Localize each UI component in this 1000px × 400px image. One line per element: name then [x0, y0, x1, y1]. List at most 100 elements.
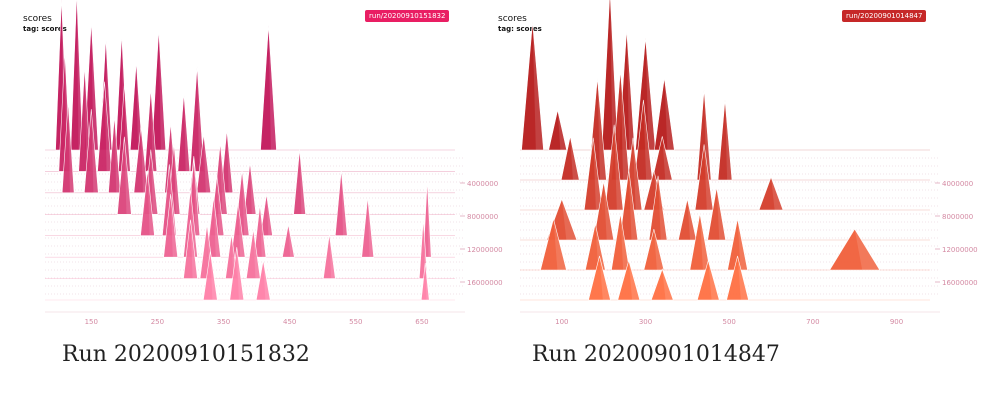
histogram-slice[interactable] [520, 169, 930, 241]
peak-highlight [737, 218, 748, 270]
peak-highlight [610, 0, 618, 150]
histogram-chart-right[interactable]: 4000000 8000000 12000000 16000000 100 300 500 7… [490, 0, 978, 326]
histogram-peak [604, 124, 624, 211]
histogram-peak [634, 99, 653, 181]
peak-highlight [593, 137, 603, 210]
x-tick-label: 650 [415, 318, 428, 326]
peak-highlight [570, 136, 580, 180]
histogram-peak [196, 134, 212, 194]
histogram-peak [117, 136, 132, 215]
peak-highlight [253, 229, 261, 279]
y-tick-label: 16000000 [467, 279, 503, 287]
y-tick-label: 12000000 [467, 246, 503, 254]
peak-highlight [620, 70, 630, 180]
peak-highlight [216, 176, 224, 236]
histogram-peak [583, 137, 603, 211]
histogram-slice[interactable] [520, 255, 930, 301]
peak-highlight [114, 116, 121, 193]
peak-highlight [140, 125, 148, 193]
y-tick-label: 8000000 [467, 213, 498, 221]
histogram-peak [422, 181, 432, 258]
peak-highlight [250, 162, 256, 215]
histogram-peak [593, 181, 615, 241]
x-axis: 100 300 500 700 900 [520, 311, 940, 326]
x-tick-label: 450 [283, 318, 296, 326]
peak-highlight [236, 247, 244, 300]
x-tick-label: 150 [85, 318, 98, 326]
chart-title: scores [498, 14, 527, 24]
peak-highlight [628, 169, 638, 240]
histogram-slice[interactable] [45, 51, 455, 172]
x-tick-label: 350 [217, 318, 230, 326]
peak-highlight [150, 89, 157, 172]
histogram-peak [177, 93, 191, 172]
histogram-peak [758, 176, 784, 211]
peak-highlight [725, 99, 732, 180]
peak-highlight [653, 229, 664, 270]
x-tick-label: 500 [722, 318, 735, 326]
peak-highlight [737, 256, 749, 300]
histogram-peak [696, 259, 720, 301]
histogram-peak [260, 194, 273, 237]
histogram-peak [243, 162, 257, 215]
peak-highlight [259, 205, 266, 258]
histogram-peak [707, 187, 726, 241]
peak-highlight [423, 219, 428, 279]
peak-highlight [716, 187, 726, 240]
histogram-peak [601, 0, 619, 151]
histogram-slice[interactable] [520, 70, 930, 181]
histogram-peak [206, 197, 221, 258]
histogram-peak [229, 247, 245, 301]
histogram-panel-left: scores tag: scores run/20200910151832 40… [15, 0, 503, 326]
y-tick-label: 8000000 [942, 213, 973, 221]
histogram-peak [163, 194, 178, 258]
peak-highlight [91, 109, 99, 193]
peak-highlight [76, 0, 83, 150]
peak-highlight [708, 260, 720, 300]
peak-highlight [193, 158, 200, 236]
histogram-peak [97, 81, 112, 172]
histogram-peak [133, 125, 149, 194]
histogram-peak [361, 197, 375, 258]
histogram-peak [281, 224, 295, 258]
run-badge: run/20200901014847 [842, 10, 927, 22]
histogram-peak [677, 199, 697, 241]
histogram-chart-left[interactable]: 4000000 8000000 12000000 16000000 150 250 350 4… [15, 0, 503, 326]
chart-tag: tag: scores [23, 25, 67, 33]
histogram-peak [202, 251, 218, 301]
peak-highlight [614, 124, 624, 210]
histogram-peak [829, 228, 881, 271]
peak-highlight [183, 93, 190, 172]
histogram-peak [420, 263, 430, 301]
peak-highlight [210, 251, 218, 300]
peak-highlight [268, 25, 277, 151]
histogram-peak [140, 170, 155, 237]
peak-highlight [170, 194, 178, 258]
histogram-peak [253, 204, 267, 258]
histogram-peak [726, 255, 749, 301]
histogram-peak [548, 109, 568, 151]
histogram-peak [560, 136, 580, 181]
x-tick-label: 100 [555, 318, 568, 326]
y-axis: 4000000 8000000 12000000 16000000 [460, 180, 503, 287]
y-tick-label: 16000000 [942, 279, 978, 287]
histogram-slice[interactable] [520, 213, 930, 271]
histogram-peak [650, 268, 674, 301]
peak-highlight [341, 170, 348, 236]
histogram-peak [521, 21, 544, 151]
peak-highlight [104, 81, 112, 172]
peak-highlight [603, 181, 614, 240]
peak-highlight [220, 143, 228, 215]
x-axis: 150 250 350 450 550 650 [45, 311, 465, 326]
peak-highlight [173, 143, 180, 215]
histogram-peak [293, 149, 306, 215]
peak-highlight [367, 197, 374, 258]
peak-highlight [557, 110, 567, 150]
histogram-peak [151, 29, 167, 151]
histogram-slice[interactable] [520, 124, 930, 211]
histogram-peak [611, 213, 630, 271]
histogram-peak [717, 99, 733, 181]
histogram-slice[interactable] [45, 247, 455, 301]
histogram-panel-right: scores tag: scores run/20200901014847 40… [490, 0, 978, 326]
peak-highlight [645, 38, 656, 150]
